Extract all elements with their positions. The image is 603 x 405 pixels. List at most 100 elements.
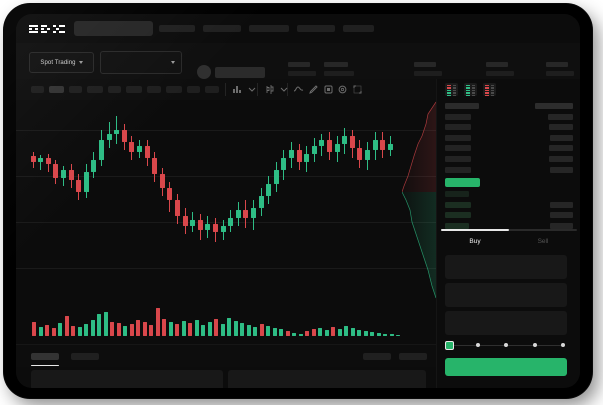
candle-body bbox=[91, 160, 97, 172]
volume-bar bbox=[38, 327, 43, 336]
candle bbox=[288, 100, 294, 300]
okx-pixel-logo-icon[interactable] bbox=[29, 23, 65, 35]
candle-body bbox=[167, 188, 173, 200]
active-tab-underline bbox=[31, 365, 59, 367]
orderbook-icon-bars bbox=[447, 85, 451, 97]
orderbook-row[interactable] bbox=[445, 191, 469, 198]
bottom-action-2[interactable] bbox=[399, 353, 427, 360]
indicator-icon[interactable] bbox=[232, 84, 243, 95]
bottom-action-1[interactable] bbox=[363, 353, 391, 360]
chevron-down-icon[interactable] bbox=[247, 84, 258, 95]
slider-stop[interactable] bbox=[504, 343, 508, 348]
draw-pencil-icon[interactable] bbox=[308, 84, 319, 95]
volume-bar bbox=[233, 321, 238, 336]
timeframe-1h[interactable] bbox=[108, 86, 121, 93]
ticker-stat-low-24h[interactable] bbox=[486, 62, 514, 76]
slider-stop[interactable] bbox=[561, 343, 565, 348]
orderbook-row[interactable] bbox=[445, 124, 471, 131]
amount-slider[interactable] bbox=[444, 341, 567, 351]
bottom-tab-order-history[interactable] bbox=[71, 353, 99, 360]
chevron-down-icon[interactable] bbox=[279, 84, 290, 95]
market-mode-dropdown[interactable]: Spot Trading bbox=[29, 52, 94, 73]
nav-item-3[interactable] bbox=[249, 25, 289, 32]
ticker-stat-high-24h[interactable] bbox=[414, 62, 442, 76]
volume-bar bbox=[266, 326, 270, 336]
buy-sell-tabs: Buy Sell bbox=[437, 229, 580, 255]
timeframe-30m[interactable] bbox=[87, 86, 103, 93]
order-book[interactable] bbox=[437, 100, 580, 229]
orderbook-row[interactable] bbox=[445, 223, 469, 229]
candle bbox=[53, 100, 59, 300]
orderbook-row[interactable] bbox=[445, 201, 471, 208]
candle-body bbox=[205, 224, 211, 230]
orderbook-row[interactable] bbox=[445, 113, 471, 120]
ticker-stat-volume-24h[interactable] bbox=[546, 62, 574, 76]
timeframe-more[interactable] bbox=[205, 86, 219, 93]
buy-submit-button[interactable] bbox=[445, 358, 567, 376]
candle bbox=[182, 100, 188, 300]
timeframe-1w[interactable] bbox=[166, 86, 182, 93]
slider-handle[interactable] bbox=[444, 341, 454, 350]
bottom-panels bbox=[16, 367, 436, 388]
logo-pixel bbox=[41, 24, 44, 28]
timeframe-5m[interactable] bbox=[49, 86, 64, 93]
tab-sell[interactable]: Sell bbox=[537, 238, 549, 245]
candle-body bbox=[326, 140, 332, 152]
candle-body bbox=[266, 184, 272, 196]
tab-buy[interactable]: Buy bbox=[469, 238, 481, 245]
volume-bar bbox=[188, 323, 192, 336]
pair-select-dropdown[interactable] bbox=[100, 51, 182, 74]
orderbook-view-asks-icon[interactable] bbox=[483, 83, 496, 97]
order-amount-field[interactable] bbox=[445, 283, 567, 307]
candlestick-chart[interactable] bbox=[16, 100, 436, 300]
orderbook-row-size bbox=[550, 134, 573, 141]
orderbook-row-size bbox=[549, 124, 573, 131]
orderbook-row[interactable] bbox=[445, 134, 471, 141]
slider-stop[interactable] bbox=[532, 343, 537, 348]
orderbook-row[interactable] bbox=[445, 145, 471, 152]
volume-bar bbox=[175, 324, 179, 336]
bottom-tab-open-orders[interactable] bbox=[31, 353, 59, 360]
ticker-stat-last-price[interactable] bbox=[288, 62, 316, 76]
candle bbox=[98, 100, 104, 300]
volume-bar bbox=[376, 333, 381, 336]
orderbook-view-both-icon[interactable] bbox=[445, 83, 458, 97]
nav-item-1[interactable] bbox=[159, 25, 195, 32]
order-price-field[interactable] bbox=[445, 255, 567, 279]
ticker-stat-change-24h[interactable] bbox=[324, 62, 354, 76]
logo-pixel bbox=[59, 24, 62, 28]
candle bbox=[76, 100, 82, 300]
logo-pixel bbox=[47, 27, 50, 31]
timeframe-1m[interactable] bbox=[31, 86, 44, 93]
line-chart-icon[interactable] bbox=[293, 84, 304, 95]
nav-item-5[interactable] bbox=[343, 25, 374, 32]
slider-stop[interactable] bbox=[475, 343, 480, 348]
chart-type-icon[interactable] bbox=[264, 84, 275, 95]
candle bbox=[152, 100, 158, 300]
orderbook-row[interactable] bbox=[445, 103, 479, 109]
orderbook-row-size bbox=[550, 201, 573, 208]
gridline bbox=[16, 222, 436, 223]
volume-bar bbox=[324, 330, 329, 336]
nav-item-2[interactable] bbox=[203, 25, 241, 32]
candle-body bbox=[159, 174, 165, 188]
orderbook-view-bids-icon[interactable] bbox=[464, 83, 477, 97]
timeframe-1d[interactable] bbox=[147, 86, 161, 93]
timeframe-15m[interactable] bbox=[69, 86, 82, 93]
nav-item-4[interactable] bbox=[297, 25, 335, 32]
orderbook-row[interactable] bbox=[445, 212, 471, 219]
orderbook-row[interactable] bbox=[445, 166, 471, 173]
timeframe-1mo[interactable] bbox=[187, 86, 200, 93]
toolbar-divider bbox=[287, 83, 288, 96]
magnet-icon[interactable] bbox=[323, 84, 334, 95]
orderbook-row[interactable] bbox=[445, 156, 471, 162]
candle-body bbox=[76, 180, 82, 192]
candle-body bbox=[319, 140, 325, 146]
volume-bar bbox=[253, 327, 257, 336]
candle bbox=[296, 100, 302, 300]
fullscreen-icon[interactable] bbox=[352, 84, 363, 95]
settings-gear-icon[interactable] bbox=[337, 84, 348, 95]
timeframe-4h[interactable] bbox=[126, 86, 142, 93]
search-input[interactable] bbox=[74, 21, 153, 36]
order-total-field[interactable] bbox=[445, 311, 567, 335]
